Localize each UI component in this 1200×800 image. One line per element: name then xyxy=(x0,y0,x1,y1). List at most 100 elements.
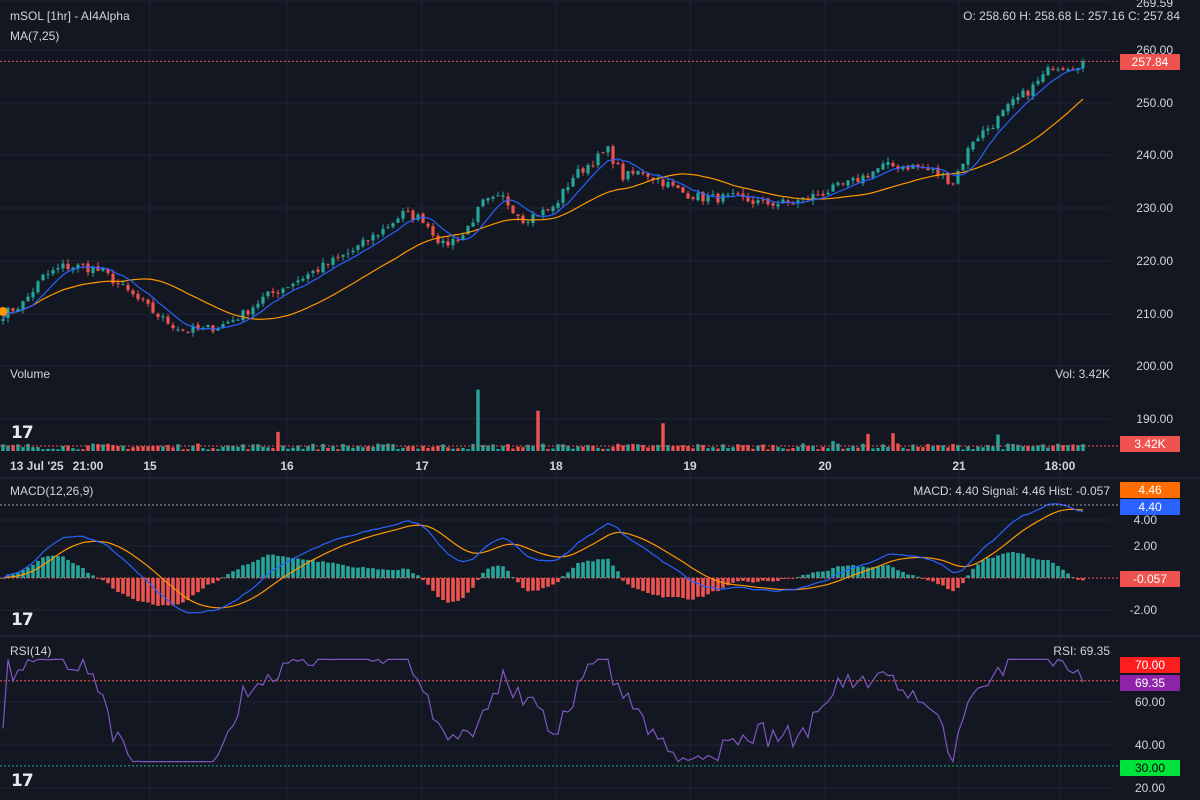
candle-body xyxy=(276,292,280,294)
tradingview-logo[interactable]: 17 xyxy=(11,423,34,443)
candle-body xyxy=(846,180,850,186)
macd-hist-bar xyxy=(751,578,755,583)
candle-body xyxy=(326,263,330,265)
candle-body xyxy=(731,193,735,195)
macd-hist-bar xyxy=(131,578,135,599)
tradingview-logo[interactable]: 17 xyxy=(11,610,34,630)
macd-hist-bar xyxy=(731,578,735,583)
macd-hist-bar xyxy=(371,568,375,578)
candle-body xyxy=(1066,69,1070,72)
macd-hist-bar xyxy=(836,566,840,578)
macd-hist-bar xyxy=(1056,565,1060,578)
time-axis-label: 18:00 xyxy=(1045,459,1076,473)
volume-bar xyxy=(851,445,855,451)
candle-body xyxy=(221,324,225,327)
candle-body xyxy=(266,291,270,297)
candle-body xyxy=(911,164,915,169)
macd-hist-bar xyxy=(781,578,785,579)
candle-body xyxy=(701,192,705,202)
candle-body xyxy=(801,197,805,200)
macd-hist-bar xyxy=(216,578,220,581)
volume-bar xyxy=(411,446,415,451)
volume-bar xyxy=(476,389,480,451)
macd-hist-bar xyxy=(1041,560,1045,578)
candle-body xyxy=(36,281,40,293)
macd-hist-bar xyxy=(1061,569,1065,578)
volume-readout: Vol: 3.42K xyxy=(1055,367,1110,381)
time-axis-label: 19 xyxy=(683,459,697,473)
macd-hist-bar xyxy=(1001,553,1005,578)
candle-body xyxy=(776,204,780,207)
volume-bar xyxy=(486,445,490,451)
volume-title: Volume xyxy=(10,367,51,381)
signal-value-tag: 4.46 xyxy=(1120,482,1180,498)
macd-hist-bar xyxy=(821,571,825,578)
macd-hist-bar xyxy=(546,578,550,587)
candle-body xyxy=(1051,68,1055,71)
volume-bar xyxy=(186,449,190,451)
candle-body xyxy=(486,198,490,201)
macd-hist-bar xyxy=(511,576,515,578)
candle-body xyxy=(456,239,460,241)
candle-body xyxy=(961,163,965,171)
volume-bar xyxy=(816,449,820,451)
candle-body xyxy=(401,210,405,219)
candle-body xyxy=(896,166,900,170)
candle-body xyxy=(841,183,845,185)
candle-body xyxy=(56,267,60,270)
price-axis-label: 190.00 xyxy=(1136,412,1173,426)
macd-hist-bar xyxy=(1011,552,1015,578)
candle-body xyxy=(136,293,140,299)
macd-hist-bar xyxy=(346,566,350,578)
candle-body xyxy=(986,128,990,131)
volume-bar xyxy=(696,444,700,451)
macd-histogram xyxy=(1,552,1085,606)
macd-line xyxy=(2,503,1084,614)
candle-body xyxy=(61,263,65,269)
volume-bar xyxy=(436,445,440,451)
volume-bar xyxy=(71,448,75,451)
candle-body xyxy=(566,187,570,191)
candle-body xyxy=(341,254,345,257)
volume-bar xyxy=(766,449,770,451)
volume-bar xyxy=(1081,444,1085,451)
candle-body xyxy=(151,302,155,313)
candle-body xyxy=(506,196,510,206)
candle-body xyxy=(761,199,765,201)
volume-bar xyxy=(316,449,320,451)
candle-body xyxy=(1,318,5,322)
candle-body xyxy=(251,307,255,315)
volume-bar xyxy=(921,447,925,451)
candle-body xyxy=(901,166,905,170)
volume-bar xyxy=(946,447,950,451)
candle-body xyxy=(286,287,290,289)
macd-hist-bar xyxy=(806,574,810,578)
volume-bar xyxy=(631,443,635,451)
macd-hist-bar xyxy=(921,578,925,579)
macd-hist-bar xyxy=(86,572,90,578)
macd-hist-bar xyxy=(271,554,275,578)
candle-body xyxy=(666,182,670,188)
candle-body xyxy=(471,222,475,227)
candle-body xyxy=(386,227,390,229)
macd-hist-bar xyxy=(616,571,620,578)
tradingview-logo[interactable]: 17 xyxy=(11,771,34,791)
candle-body xyxy=(1016,97,1020,101)
volume-bar xyxy=(91,443,95,451)
macd-hist-bar xyxy=(1036,559,1040,578)
volume-bar xyxy=(61,445,65,451)
candle-body xyxy=(1036,80,1040,85)
price-axis-label: 250.00 xyxy=(1136,96,1173,110)
time-axis-label: 16 xyxy=(280,459,294,473)
volume-bar xyxy=(776,446,780,451)
volume-bar xyxy=(446,447,450,451)
candle-body xyxy=(171,324,175,329)
macd-hist-bar xyxy=(746,578,750,582)
macd-hist-bar xyxy=(866,567,870,578)
volume-bar xyxy=(231,445,235,451)
volume-bar xyxy=(861,443,865,451)
candle-body xyxy=(186,331,190,333)
candle-body xyxy=(351,250,355,253)
macd-hist-bar xyxy=(301,559,305,578)
